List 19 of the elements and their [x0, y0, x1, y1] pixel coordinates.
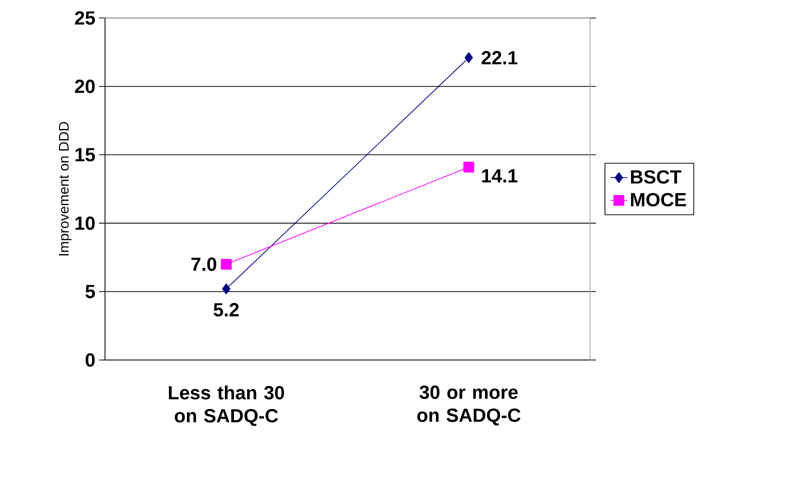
point — [220, 258, 232, 270]
x-tick-label: Less than 30 on SADQ-C — [168, 386, 284, 426]
legend-label: BSCT — [631, 170, 682, 184]
data-label: 22.1 — [482, 51, 518, 64]
point — [464, 52, 473, 64]
y-tick-label: 25 — [75, 11, 95, 25]
data-label: 7.0 — [191, 258, 216, 271]
y-tick-label: 10 — [76, 216, 95, 230]
x-tick-label: 30 or more on SADQ-C — [417, 386, 520, 426]
y-tick-label: 0 — [86, 353, 95, 367]
y-tick-label: 5 — [86, 284, 95, 298]
legend-label: MOCE — [631, 192, 686, 206]
data-label: 14.1 — [482, 169, 518, 182]
y-tick-label: 20 — [75, 80, 95, 94]
y-tick-label: 15 — [76, 148, 95, 162]
point — [463, 162, 474, 172]
data-label: 5.2 — [214, 303, 239, 317]
y-axis-title: Improvement on DDD — [58, 122, 72, 256]
point — [222, 283, 230, 294]
